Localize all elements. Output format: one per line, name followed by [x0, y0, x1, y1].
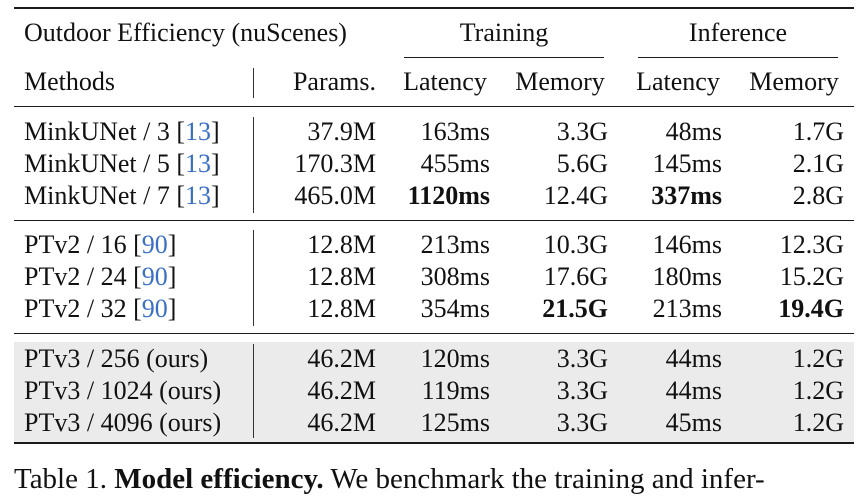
train-memory-value-best: 21.5G	[542, 294, 608, 323]
train-memory-value: 10.3G	[543, 230, 608, 259]
train-memory-value: 17.6G	[543, 262, 608, 291]
method-name: MinkUNet / 5 [13]	[24, 149, 220, 178]
train-latency-value: 119ms	[421, 376, 490, 405]
params-value: 12.8M	[307, 262, 376, 291]
inf-memory-value: 1.2G	[792, 376, 844, 405]
train-memory-value: 5.6G	[556, 149, 608, 178]
method-name: PTv3 / 4096 (ours)	[24, 408, 222, 437]
group-rule-2	[14, 333, 854, 334]
train-memory-value: 3.3G	[556, 376, 608, 405]
caption-text: We benchmark the training and infer-	[323, 463, 765, 495]
col-header-inf-memory: Memory	[749, 67, 839, 96]
train-memory-value: 3.3G	[556, 344, 608, 373]
col-header-train-memory: Memory	[515, 67, 605, 96]
inf-latency-value: 44ms	[665, 376, 722, 405]
train-latency-value: 213ms	[420, 230, 490, 259]
col-header-methods: Methods	[24, 67, 115, 96]
training-group-rule	[404, 57, 604, 58]
method-separator-group-2	[253, 230, 254, 326]
ours-highlight	[14, 342, 854, 442]
method-name: PTv2 / 24 [90]	[24, 262, 177, 291]
method-separator-group-3	[253, 344, 254, 438]
inf-latency-value: 146ms	[652, 230, 722, 259]
train-latency-value: 125ms	[420, 408, 490, 437]
group-header-training: Training	[459, 18, 549, 47]
top-rule	[14, 7, 854, 9]
citation-link[interactable]: 13	[185, 117, 212, 146]
inf-latency-value-best: 337ms	[651, 181, 722, 210]
params-value: 465.0M	[294, 181, 376, 210]
col-header-train-latency: Latency	[403, 67, 487, 96]
method-name: PTv2 / 32 [90]	[24, 294, 177, 323]
train-latency-value: 120ms	[420, 344, 490, 373]
params-value: 46.2M	[307, 408, 376, 437]
train-memory-value: 3.3G	[556, 408, 608, 437]
inf-memory-value: 1.7G	[792, 117, 844, 146]
train-latency-value: 163ms	[420, 117, 490, 146]
inf-memory-value: 12.3G	[779, 230, 844, 259]
inf-memory-value-best: 19.4G	[778, 294, 844, 323]
train-latency-value: 354ms	[420, 294, 490, 323]
method-name: PTv2 / 16 [90]	[24, 230, 177, 259]
params-value: 46.2M	[307, 344, 376, 373]
params-value: 12.8M	[307, 294, 376, 323]
method-name: PTv3 / 256 (ours)	[24, 344, 209, 373]
inf-latency-value: 48ms	[665, 117, 722, 146]
inf-latency-value: 44ms	[665, 344, 722, 373]
train-memory-value: 12.4G	[543, 181, 608, 210]
params-value: 12.8M	[307, 230, 376, 259]
inf-latency-value: 45ms	[665, 408, 722, 437]
citation-link[interactable]: 90	[141, 230, 168, 259]
col-header-params: Params.	[292, 67, 376, 96]
group-rule-1	[14, 220, 854, 221]
params-value: 170.3M	[294, 149, 376, 178]
inference-group-rule	[638, 57, 838, 58]
method-separator-header	[253, 68, 254, 98]
method-separator-group-1	[253, 117, 254, 213]
params-value: 37.9M	[307, 117, 376, 146]
citation-link[interactable]: 13	[185, 181, 212, 210]
caption-bold: Model efficiency.	[114, 463, 324, 495]
group-header-inference: Inference	[688, 18, 788, 47]
header-rule	[14, 106, 854, 107]
method-name: PTv3 / 1024 (ours)	[24, 376, 222, 405]
inf-memory-value: 1.2G	[792, 344, 844, 373]
method-name: MinkUNet / 7 [13]	[24, 181, 220, 210]
train-latency-value-best: 1120ms	[407, 181, 490, 210]
table-title: Outdoor Efficiency (nuScenes)	[24, 18, 347, 47]
train-latency-value: 308ms	[420, 262, 490, 291]
table-caption: Table 1. Model efficiency. We benchmark …	[14, 462, 765, 496]
inf-memory-value: 2.8G	[792, 181, 844, 210]
params-value: 46.2M	[307, 376, 376, 405]
train-memory-value: 3.3G	[556, 117, 608, 146]
citation-link[interactable]: 13	[185, 149, 212, 178]
citation-link[interactable]: 90	[141, 262, 168, 291]
bottom-rule	[14, 442, 854, 444]
caption-label: Table 1.	[14, 463, 107, 495]
inf-memory-value: 15.2G	[779, 262, 844, 291]
inf-memory-value: 1.2G	[792, 408, 844, 437]
inf-latency-value: 213ms	[652, 294, 722, 323]
inf-latency-value: 145ms	[652, 149, 722, 178]
inf-latency-value: 180ms	[652, 262, 722, 291]
inf-memory-value: 2.1G	[792, 149, 844, 178]
train-latency-value: 455ms	[420, 149, 490, 178]
citation-link[interactable]: 90	[141, 294, 168, 323]
method-name: MinkUNet / 3 [13]	[24, 117, 220, 146]
col-header-inf-latency: Latency	[636, 67, 720, 96]
